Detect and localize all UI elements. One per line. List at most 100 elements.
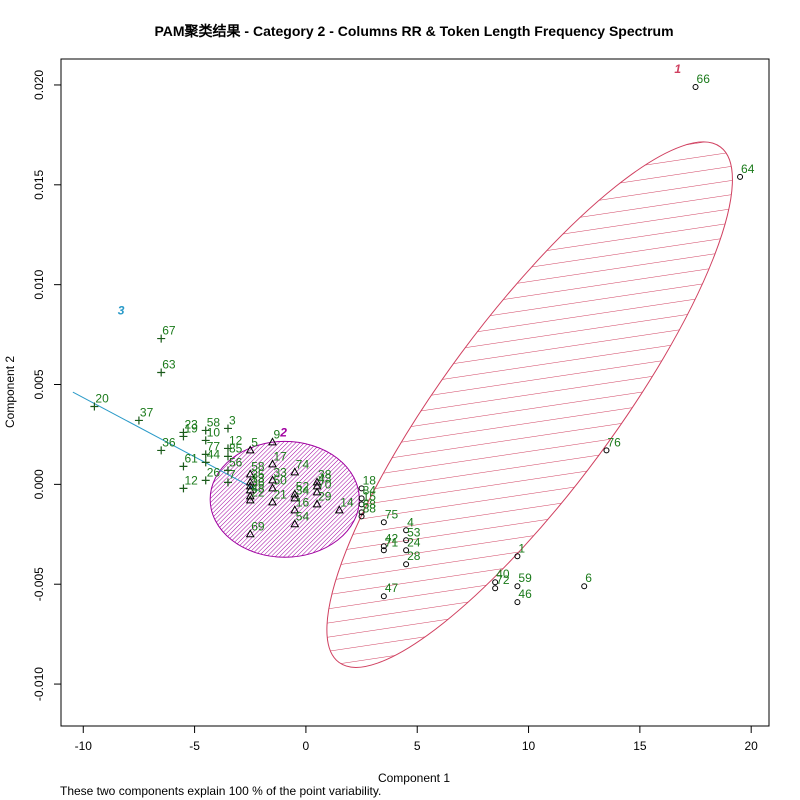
point-label: 9 <box>274 427 281 441</box>
point-marker <box>692 83 699 90</box>
point-label: 13 <box>251 471 265 485</box>
point-label: 88 <box>363 501 377 515</box>
point-marker <box>403 537 410 544</box>
point-marker <box>90 402 99 411</box>
point-label: 34 <box>296 483 310 497</box>
point-label: 36 <box>251 475 265 489</box>
point-marker <box>245 495 255 504</box>
point-label: 28 <box>407 549 421 563</box>
point-marker <box>334 505 344 514</box>
point-marker <box>380 547 387 554</box>
point-label: 74 <box>296 457 310 471</box>
point-marker <box>312 477 322 486</box>
x-tick-label: 10 <box>522 739 536 753</box>
point-marker <box>245 477 255 486</box>
cluster-label-3: 3 <box>118 304 125 318</box>
point-label: 84 <box>363 483 377 497</box>
variability-footnote: These two components explain 100 % of th… <box>60 784 382 798</box>
point-marker <box>358 495 365 502</box>
point-marker <box>201 476 210 485</box>
point-marker <box>268 475 277 484</box>
point-label: 47 <box>385 581 399 595</box>
point-label: 12 <box>229 433 243 447</box>
x-axis: -10 -5 0 5 10 15 20 <box>75 725 758 753</box>
point-marker <box>403 547 410 554</box>
point-marker <box>245 445 255 454</box>
point-marker <box>268 437 277 446</box>
point-marker <box>201 426 210 435</box>
point-marker <box>245 469 255 478</box>
point-label: 22 <box>251 485 265 499</box>
point-label: 67 <box>162 324 176 338</box>
point-label: 4 <box>407 515 414 529</box>
point-label: 54 <box>296 509 310 523</box>
point-marker <box>201 458 210 467</box>
point-marker <box>201 450 210 459</box>
point-label: 12 <box>184 473 198 487</box>
y-axis-label: Component 2 <box>3 356 17 428</box>
point-label: 14 <box>340 495 354 509</box>
point-marker <box>312 499 322 508</box>
y-axis: -0.010 -0.005 0.000 0.005 0.010 0.015 0.020 <box>32 70 62 701</box>
point-marker <box>223 478 232 487</box>
point-label: 64 <box>741 162 755 176</box>
cluster-label-1: 1 <box>674 62 681 76</box>
point-label: 71 <box>385 535 399 549</box>
point-marker <box>179 432 188 441</box>
point-label: 23 <box>184 417 198 431</box>
point-label: 75 <box>385 507 399 521</box>
point-label: 3 <box>229 413 236 427</box>
chart-title: PAM聚类结果 - Category 2 - Columns RR & Toke… <box>154 23 673 39</box>
point-marker <box>312 487 322 496</box>
y-tick-label: 0.015 <box>32 169 46 199</box>
point-label: 19 <box>184 421 198 435</box>
point-marker <box>603 447 610 454</box>
point-marker <box>492 579 499 586</box>
point-marker <box>245 481 255 490</box>
point-marker <box>268 459 277 468</box>
point-marker <box>358 501 365 508</box>
point-marker <box>290 493 300 502</box>
point-label: 29 <box>318 489 332 503</box>
point-marker <box>358 485 365 492</box>
point-marker <box>268 483 277 492</box>
point-label: 36 <box>162 435 176 449</box>
point-label: 43 <box>318 471 332 485</box>
y-tick-label: 0.000 <box>32 469 46 499</box>
point-marker <box>403 561 410 568</box>
point-marker <box>290 489 300 498</box>
point-label: 53 <box>407 525 421 539</box>
point-label: 21 <box>274 487 288 501</box>
cluster-ellipse-3 <box>72 391 259 492</box>
point-marker <box>268 497 277 506</box>
y-tick-label: -0.005 <box>32 567 46 601</box>
point-marker <box>403 527 410 534</box>
point-label: 18 <box>363 473 377 487</box>
point-marker <box>492 585 499 592</box>
point-label: 68 <box>363 497 377 511</box>
x-tick-label: 0 <box>303 739 310 753</box>
point-marker <box>290 467 300 476</box>
point-marker <box>179 462 188 471</box>
point-label: 50 <box>274 473 288 487</box>
cluster-label-2: 2 <box>279 425 287 439</box>
point-label: 85 <box>229 441 243 455</box>
point-label: 77 <box>207 439 221 453</box>
point-marker <box>245 529 255 538</box>
point-marker <box>245 491 255 500</box>
x-tick-label: 5 <box>414 739 421 753</box>
x-tick-label: 15 <box>633 739 647 753</box>
point-label: 1 <box>518 541 525 555</box>
point-label: 42 <box>385 531 399 545</box>
point-label: 66 <box>697 72 711 86</box>
point-label: 44 <box>207 447 221 461</box>
point-marker <box>179 484 188 493</box>
point-label: 72 <box>496 573 510 587</box>
cluster-ellipse-1 <box>326 141 733 668</box>
x-tick-label: -5 <box>189 739 200 753</box>
x-axis-label: Component 1 <box>378 771 450 785</box>
point-marker <box>514 583 521 590</box>
point-marker <box>514 599 521 606</box>
point-label: 58 <box>251 459 265 473</box>
